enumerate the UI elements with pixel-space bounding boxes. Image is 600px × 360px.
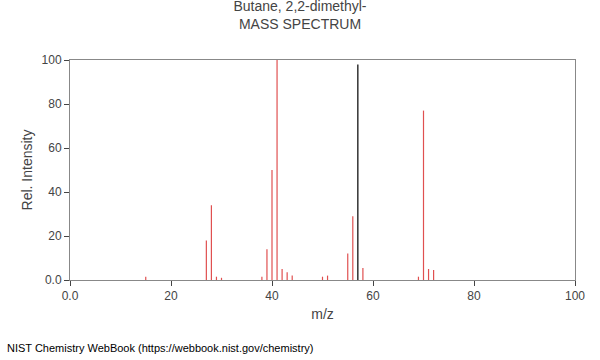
svg-text:Rel. Intensity: Rel. Intensity [19, 130, 35, 211]
svg-text:m/z: m/z [311, 306, 334, 322]
svg-text:60: 60 [366, 289, 380, 303]
svg-text:NIST Chemistry WebBook (https:: NIST Chemistry WebBook (https://webbook.… [7, 342, 313, 354]
svg-text:0.0: 0.0 [62, 289, 79, 303]
svg-text:60: 60 [48, 141, 62, 155]
svg-text:100: 100 [42, 53, 62, 67]
svg-text:80: 80 [467, 289, 481, 303]
svg-text:0.0: 0.0 [45, 273, 62, 287]
svg-text:80: 80 [48, 97, 62, 111]
svg-text:Butane, 2,2-dimethyl-MASS SPEC: Butane, 2,2-dimethyl-MASS SPECTRUM [233, 0, 366, 32]
svg-text:20: 20 [164, 289, 178, 303]
svg-text:40: 40 [48, 185, 62, 199]
svg-text:100: 100 [565, 289, 585, 303]
svg-text:20: 20 [48, 229, 62, 243]
svg-text:40: 40 [265, 289, 279, 303]
